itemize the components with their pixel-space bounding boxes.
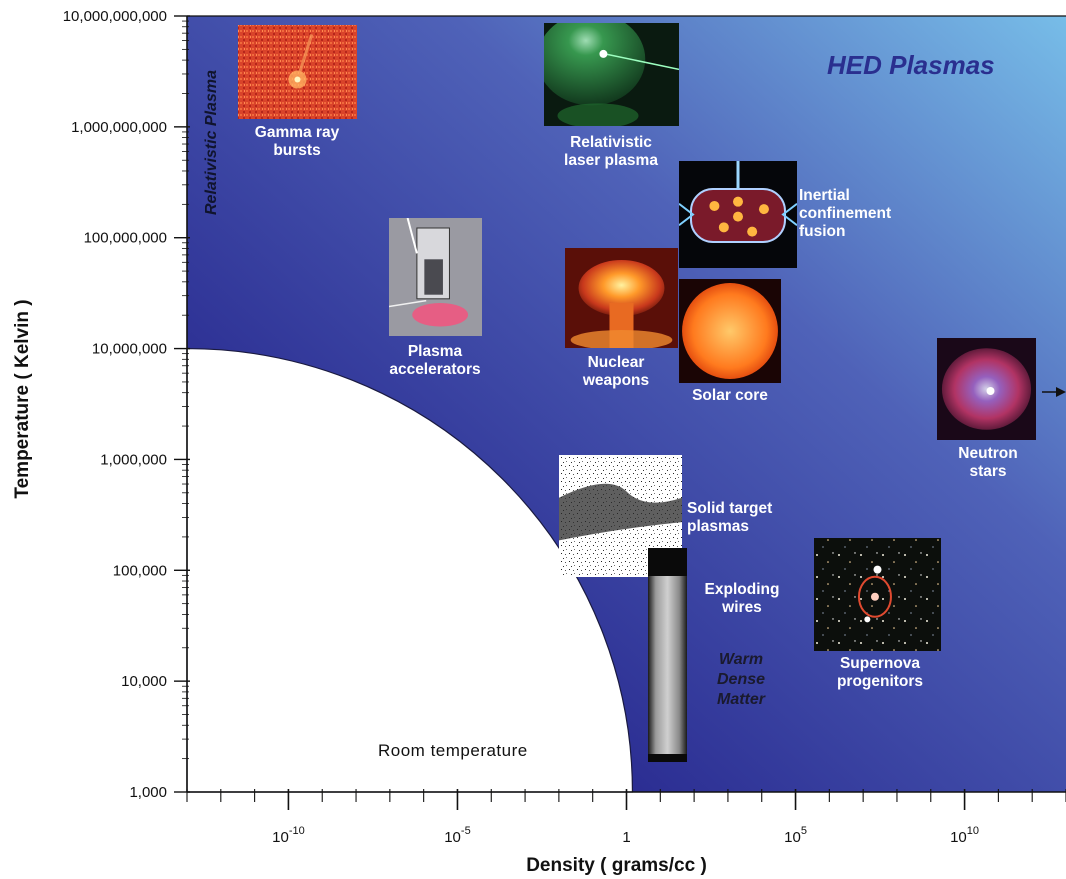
plasma-accelerators-label: Plasma accelerators [389,343,480,378]
plasma-accelerators-item: Plasma accelerators [389,218,482,378]
objects-layer: Gamma ray bursts Relativistic laser plasma I… [238,23,1036,762]
relativistic-laser-plasma-label: Relativistic laser plasma [564,134,658,169]
exploding-wires-label: Exploding wires [705,581,780,616]
gamma-ray-bursts-item: Gamma ray bursts [238,25,357,159]
solar-core-label: Solar core [692,387,768,404]
solid-target-plasmas-item: Solid target plasmas [559,455,772,577]
nuclear-weapons-image [565,248,678,348]
supernova-progenitors-item: Supernova progenitors [814,538,941,690]
exploding-wires-item: Exploding wires [648,548,779,762]
hed-plasmas-label: HED Plasmas [827,50,995,80]
solid-target-plasmas-image [559,455,682,577]
solar-core-image [679,279,781,383]
neutron-stars-label: Neutron stars [958,445,1017,480]
x-tick-label: 10-10 [272,825,305,846]
y-tick-label: 10,000,000,000 [63,8,167,25]
wdm-line: Matter [717,691,766,708]
relativistic-laser-plasma-item: Relativistic laser plasma [544,23,679,169]
gamma-ray-bursts-label: Gamma ray bursts [255,124,340,159]
warm-dense-matter-label: Warm Dense Matter [717,651,766,708]
neutron-stars-item: Neutron stars [937,338,1036,480]
y-axis-title: Temperature ( Kelvin ) [12,299,33,498]
supernova-progenitors-label: Supernova progenitors [837,655,923,690]
y-tick-label: 100,000 [113,562,167,579]
neutron-stars-image [937,338,1036,440]
nuclear-weapons-label: Nuclear weapons [582,354,649,389]
exploding-wires-image [648,548,687,762]
y-tick-label: 100,000,000 [84,230,167,247]
y-tick-label: 1,000 [129,784,167,801]
solid-target-plasmas-label: Solid target plasmas [687,500,772,535]
nuclear-weapons-item: Nuclear weapons [565,248,678,389]
x-tick-label: 105 [784,825,807,846]
gamma-ray-bursts-image [238,25,357,119]
y-tick-label: 10,000,000 [92,341,167,358]
supernova-progenitors-image [814,538,941,651]
y-tick-label: 1,000,000,000 [71,119,167,136]
x-tick-label: 1010 [950,825,979,846]
inertial-confinement-fusion-item: Inertial confinement fusion [679,161,891,268]
y-tick-label: 1,000,000 [100,451,167,468]
wdm-line: Dense [717,671,765,688]
inertial-confinement-fusion-label: Inertial confinement fusion [799,187,891,240]
x-tick-label: 1 [622,829,630,846]
solar-core-item: Solar core [679,279,781,404]
room-temperature-region [186,347,634,793]
relativistic-laser-plasma-image [544,23,679,126]
inertial-confinement-fusion-image [679,161,797,268]
x-tick-label: 10-5 [444,825,470,846]
wdm-line: Warm [719,651,763,668]
axes: 1,000 10,000 100,000 1,000,000 10,000,000 100… [63,8,1066,846]
relativistic-plasma-label: Relativistic Plasma [203,70,220,215]
plasma-accelerators-image [389,218,482,336]
offscale-arrow-icon [1042,387,1066,397]
room-temperature-label: Room temperature [378,741,528,760]
x-axis-title: Density ( grams/cc ) [526,855,707,876]
y-tick-label: 10,000 [121,673,167,690]
